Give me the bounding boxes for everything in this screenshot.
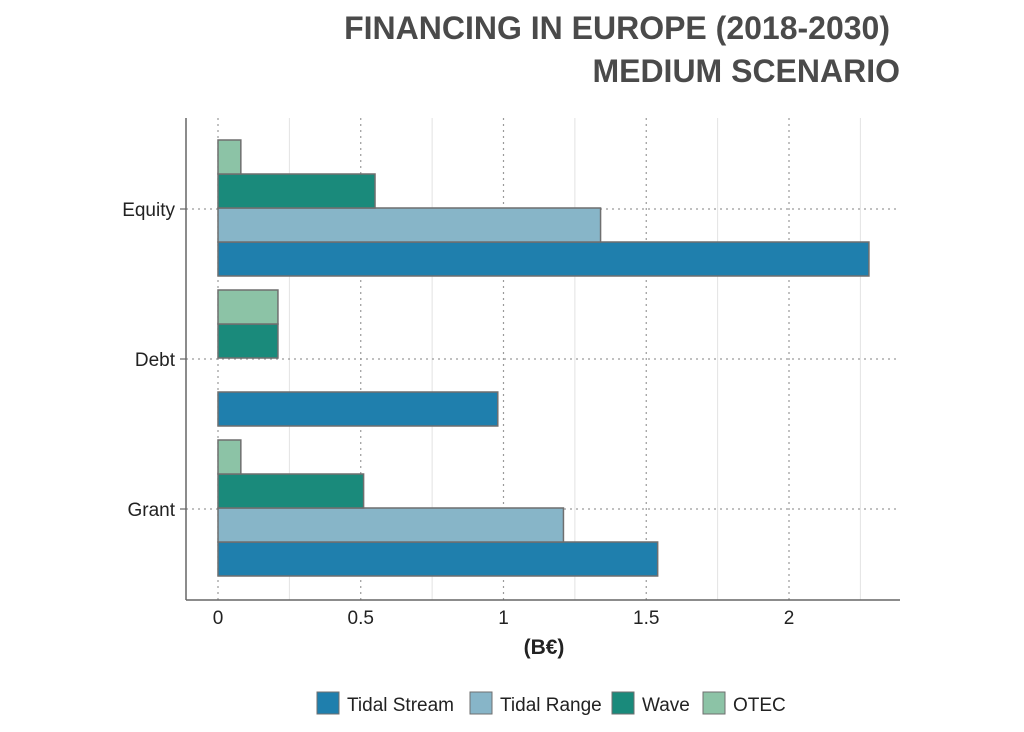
x-tick-label: 2 (784, 608, 795, 629)
x-tick-label: 0 (213, 608, 224, 629)
labels-layer: Equity Debt Grant 0 0.5 1 1.5 2 (122, 200, 794, 629)
legend-label-wave: Wave (642, 695, 690, 716)
bar-equity-otec (217, 139, 242, 175)
category-label-grant: Grant (127, 500, 175, 521)
x-tick-label: 0.5 (348, 608, 374, 629)
legend-label-tidal-range: Tidal Range (500, 695, 602, 716)
axes-layer (180, 118, 900, 601)
bar-grant-otec (217, 439, 242, 475)
bar-equity-tidal-stream (217, 241, 870, 277)
legend-swatch-tidal-stream (316, 691, 340, 715)
chart-subtitle: MEDIUM SCENARIO (592, 53, 900, 89)
chart-title: FINANCING IN EUROPE (2018-2030) (344, 10, 890, 46)
legend: Tidal Stream Tidal Range Wave OTEC (316, 691, 786, 716)
bar-debt-wave (217, 323, 279, 359)
legend-label-tidal-stream: Tidal Stream (347, 695, 454, 716)
legend-swatch-wave (611, 691, 635, 715)
bar-debt-otec (217, 289, 279, 325)
bar-grant-tidal-stream (217, 541, 659, 577)
x-tick-label: 1.5 (633, 608, 659, 629)
category-label-equity: Equity (122, 200, 175, 221)
bar-grant-wave (217, 473, 365, 509)
bar-equity-wave (217, 173, 376, 209)
x-axis-unit-label: (B€) (524, 636, 565, 659)
bar-debt-tidal-stream (217, 391, 499, 427)
legend-swatch-otec (702, 691, 726, 715)
legend-swatch-tidal-range (469, 691, 493, 715)
category-label-debt: Debt (135, 350, 176, 371)
bars-layer (217, 139, 870, 577)
bar-equity-tidal-range (217, 207, 602, 243)
bar-grant-tidal-range (217, 507, 565, 543)
legend-label-otec: OTEC (733, 695, 786, 716)
x-tick-label: 1 (498, 608, 509, 629)
